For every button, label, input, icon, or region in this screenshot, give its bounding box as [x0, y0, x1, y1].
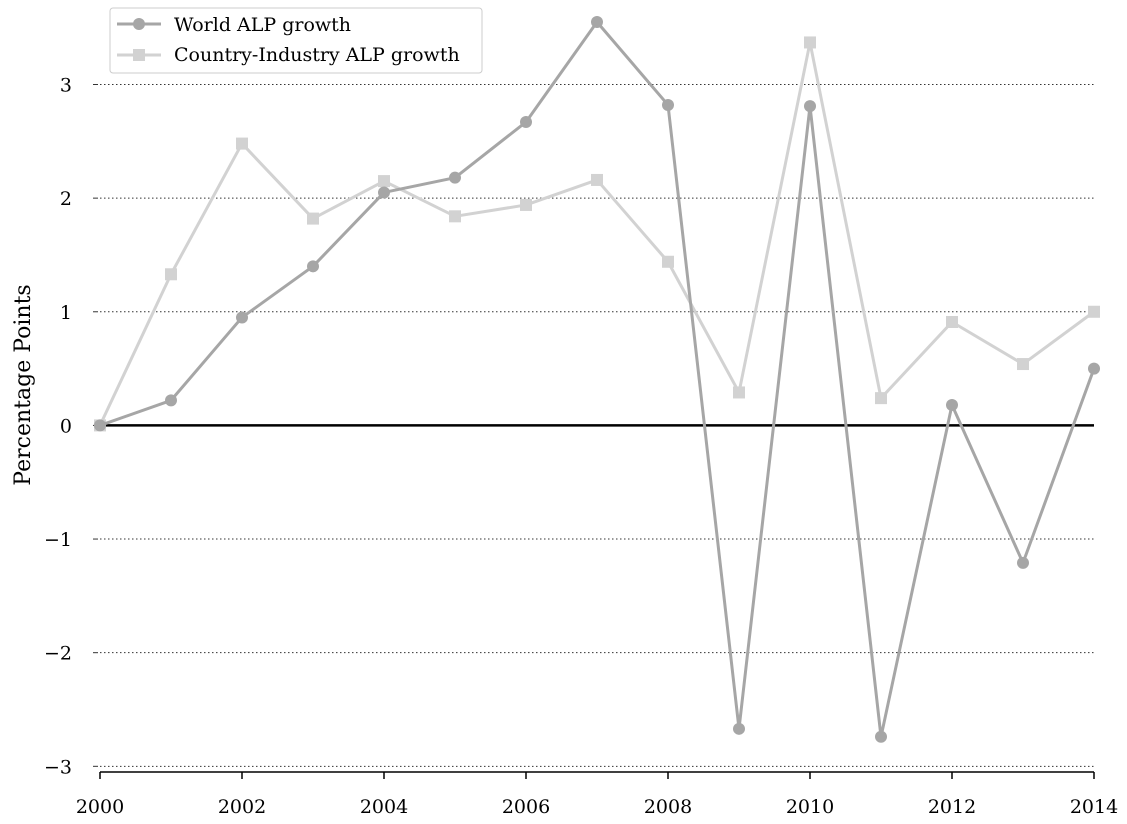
x-tick-label: 2014: [1070, 796, 1118, 818]
y-axis-ticks: −3 −2 −1 0 1 2 3: [44, 75, 98, 778]
data-point-world: [378, 186, 390, 199]
y-tick-label: 2: [60, 188, 72, 210]
x-tick-label: 2004: [360, 796, 408, 818]
series-line-world: [99, 20, 1096, 739]
data-point-country-industry: [449, 210, 461, 223]
legend-label-world: World ALP growth: [174, 14, 351, 36]
legend-entry-country-industry: Country-Industry ALP growth: [117, 44, 460, 66]
data-point-world: [520, 116, 532, 128]
y-tick-label: 1: [60, 302, 72, 324]
data-point-country-industry: [946, 316, 958, 328]
data-point-country-industry: [875, 392, 887, 405]
y-tick-label: −1: [44, 529, 72, 551]
y-tick-label: 3: [60, 75, 72, 97]
y-axis-label: Percentage Points: [11, 284, 36, 485]
x-tick-label: 2008: [644, 796, 692, 818]
x-tick-label: 2006: [502, 796, 550, 818]
data-point-country-industry: [307, 212, 319, 225]
data-point-world: [875, 730, 887, 743]
data-point-world: [591, 16, 603, 28]
data-point-world: [662, 98, 674, 111]
data-point-world: [733, 722, 745, 735]
data-point-world: [94, 419, 106, 432]
legend-marker-country-industry: [133, 49, 145, 61]
data-point-country-industry: [1088, 305, 1100, 318]
data-point-country-industry: [520, 198, 532, 211]
data-point-country-industry: [378, 175, 390, 188]
data-point-world: [165, 394, 177, 407]
x-tick-label: 2000: [76, 796, 124, 818]
data-point-country-industry: [1017, 358, 1029, 371]
data-point-country-industry: [165, 268, 177, 281]
legend-entry-world: World ALP growth: [117, 14, 351, 36]
x-tick-label: 2002: [218, 796, 266, 818]
legend-marker-world: [133, 18, 145, 30]
data-point-country-industry: [236, 137, 248, 150]
y-tick-label: −2: [44, 643, 72, 665]
x-tick-label: 2012: [928, 796, 976, 818]
legend-label-country-industry: Country-Industry ALP growth: [174, 44, 460, 66]
legend-box: [109, 7, 483, 74]
x-tick-label: 2010: [786, 796, 834, 818]
data-point-world: [449, 171, 461, 184]
data-point-world: [236, 311, 248, 324]
grid-lines: [100, 84, 1094, 767]
data-point-country-industry: [804, 36, 816, 49]
data-point-world: [946, 398, 958, 411]
data-point-country-industry: [662, 255, 674, 268]
x-axis: 2000 2002 2004 2006 2008 2010 2012 2014: [76, 771, 1118, 818]
data-point-world: [804, 100, 816, 113]
data-point-world: [1017, 556, 1029, 569]
data-point-country-industry: [733, 386, 745, 399]
y-tick-label: −3: [44, 756, 72, 778]
series-group: [94, 16, 1100, 743]
y-tick-label: 0: [60, 415, 72, 437]
legend: World ALP growth Country-Industry ALP gr…: [109, 7, 483, 74]
data-point-world: [1088, 362, 1100, 375]
series-line-country-industry: [98, 40, 1095, 427]
data-point-world: [307, 260, 319, 273]
data-point-country-industry: [591, 173, 603, 186]
